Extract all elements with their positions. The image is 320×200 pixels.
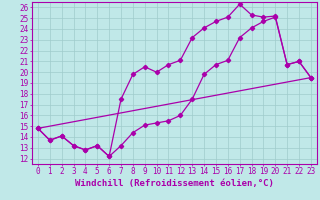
X-axis label: Windchill (Refroidissement éolien,°C): Windchill (Refroidissement éolien,°C) [75, 179, 274, 188]
